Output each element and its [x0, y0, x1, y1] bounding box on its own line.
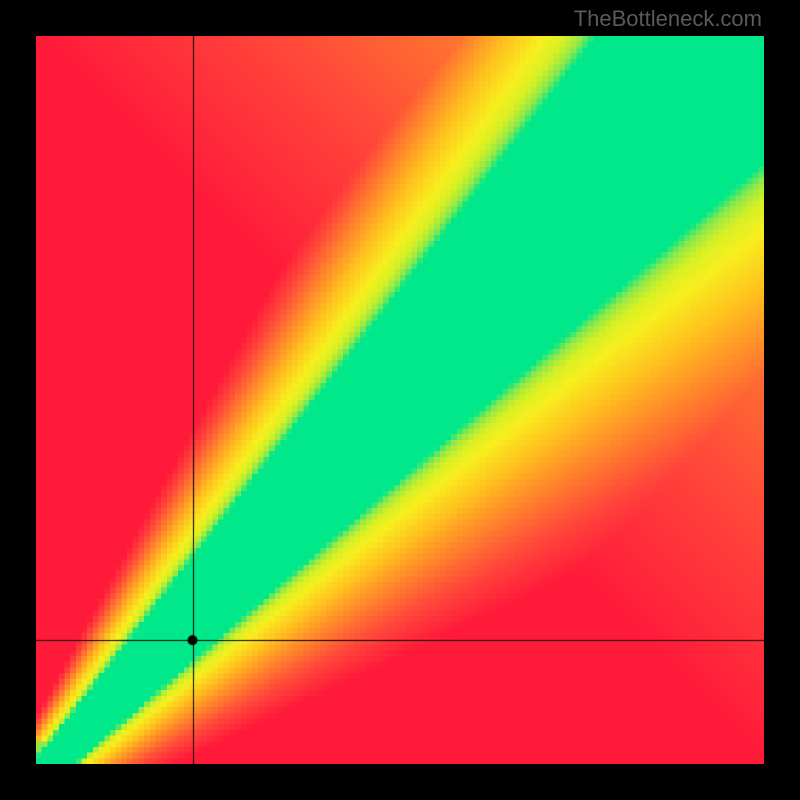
- chart-stage: TheBottleneck.com: [0, 0, 800, 800]
- crosshair-overlay: [36, 36, 764, 764]
- watermark-text: TheBottleneck.com: [574, 6, 762, 32]
